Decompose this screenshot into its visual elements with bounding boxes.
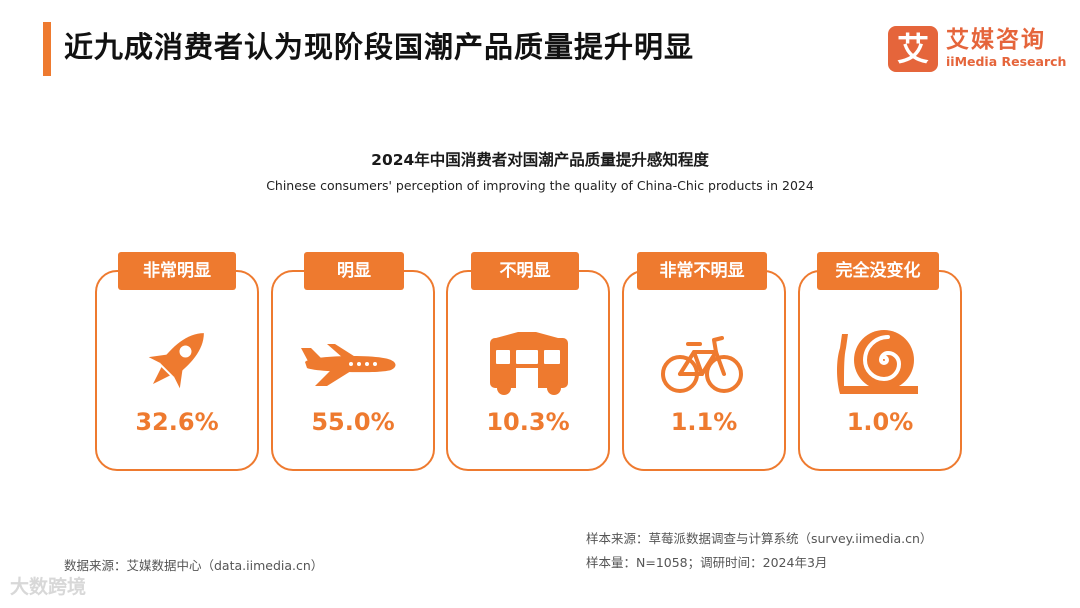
logo-name-en: iiMedia Research [946,54,1067,69]
brand-logo: 艾 艾媒咨询 iiMedia Research [888,26,1067,74]
category-label: 不明显 [471,252,579,290]
title-accent-bar [43,22,51,76]
data-source-note: 数据来源：艾媒数据中心（data.iimedia.cn） [64,558,324,573]
category-label: 非常明显 [118,252,236,290]
value-label: 1.0% [846,408,914,436]
page-title: 近九成消费者认为现阶段国潮产品质量提升明显 [64,30,695,64]
logo-name-cn: 艾媒咨询 [946,27,1046,53]
rocket-icon [148,333,204,389]
bus-icon [490,332,568,395]
category-label: 非常不明显 [637,252,767,290]
value-label: 55.0% [311,408,395,436]
snail-icon [837,330,918,394]
category-label: 明显 [304,252,404,290]
category-label: 完全没变化 [817,252,939,290]
airplane-icon [301,344,396,386]
sample-info-note: 样本量：N=1058；调研时间：2024年3月 [586,555,828,570]
value-label: 1.1% [670,408,738,436]
chart-subtitle: Chinese consumers' perception of improvi… [266,178,814,193]
value-label: 32.6% [135,408,219,436]
logo-mark: 艾 [888,26,938,72]
watermark: 大数跨境 [10,576,87,598]
chart-title: 2024年中国消费者对国潮产品质量提升感知程度 [371,151,709,169]
sample-source-note: 样本来源：草莓派数据调查与计算系统（survey.iimedia.cn） [586,531,933,546]
bicycle-icon [661,336,743,393]
category-card [271,270,435,471]
value-label: 10.3% [486,408,570,436]
